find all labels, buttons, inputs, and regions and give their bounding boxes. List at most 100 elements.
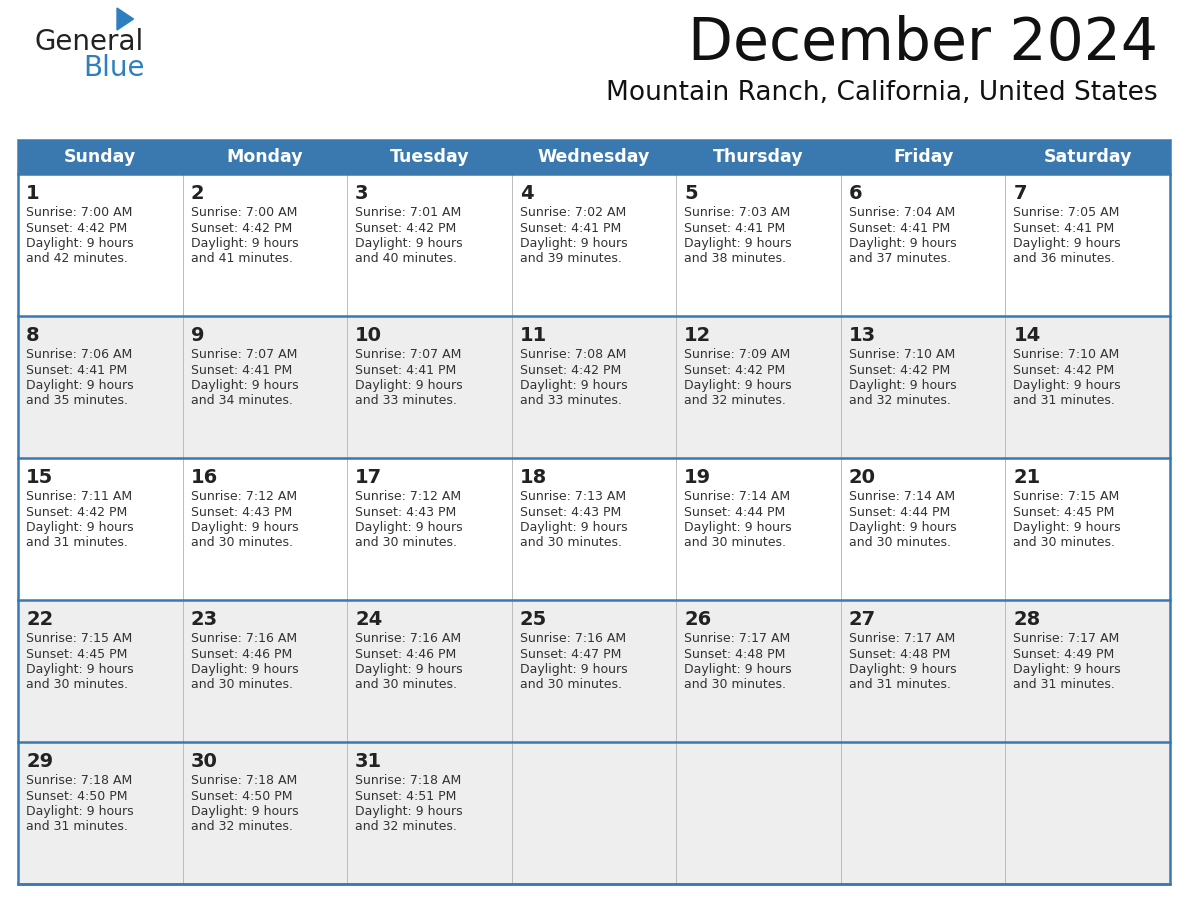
- Text: Daylight: 9 hours: Daylight: 9 hours: [26, 237, 133, 250]
- Text: and 31 minutes.: and 31 minutes.: [1013, 395, 1116, 408]
- Text: Sunrise: 7:01 AM: Sunrise: 7:01 AM: [355, 206, 461, 219]
- Text: and 30 minutes.: and 30 minutes.: [519, 536, 621, 550]
- Text: Daylight: 9 hours: Daylight: 9 hours: [1013, 521, 1121, 534]
- Text: 26: 26: [684, 610, 712, 629]
- Text: and 39 minutes.: and 39 minutes.: [519, 252, 621, 265]
- Text: Sunrise: 7:04 AM: Sunrise: 7:04 AM: [849, 206, 955, 219]
- Text: Sunrise: 7:00 AM: Sunrise: 7:00 AM: [26, 206, 132, 219]
- Bar: [18, 742, 1170, 884]
- Text: Sunset: 4:41 PM: Sunset: 4:41 PM: [519, 221, 621, 234]
- Text: 29: 29: [26, 752, 53, 771]
- Text: 21: 21: [1013, 468, 1041, 487]
- Text: Sunrise: 7:00 AM: Sunrise: 7:00 AM: [190, 206, 297, 219]
- Text: Daylight: 9 hours: Daylight: 9 hours: [519, 663, 627, 676]
- Text: and 37 minutes.: and 37 minutes.: [849, 252, 950, 265]
- Text: Daylight: 9 hours: Daylight: 9 hours: [1013, 663, 1121, 676]
- Text: Sunrise: 7:16 AM: Sunrise: 7:16 AM: [190, 632, 297, 645]
- Bar: [18, 140, 1170, 884]
- Text: and 30 minutes.: and 30 minutes.: [684, 678, 786, 691]
- Text: Sunset: 4:41 PM: Sunset: 4:41 PM: [355, 364, 456, 376]
- Text: 16: 16: [190, 468, 217, 487]
- Text: Sunrise: 7:06 AM: Sunrise: 7:06 AM: [26, 348, 132, 361]
- Text: 20: 20: [849, 468, 876, 487]
- Text: General: General: [34, 28, 144, 56]
- Text: Sunset: 4:41 PM: Sunset: 4:41 PM: [684, 221, 785, 234]
- Text: 22: 22: [26, 610, 53, 629]
- Text: Sunrise: 7:12 AM: Sunrise: 7:12 AM: [190, 490, 297, 503]
- Text: Sunset: 4:45 PM: Sunset: 4:45 PM: [1013, 506, 1114, 519]
- Text: Sunrise: 7:18 AM: Sunrise: 7:18 AM: [355, 774, 461, 787]
- Text: and 40 minutes.: and 40 minutes.: [355, 252, 457, 265]
- Text: Sunrise: 7:17 AM: Sunrise: 7:17 AM: [849, 632, 955, 645]
- Text: Sunrise: 7:15 AM: Sunrise: 7:15 AM: [1013, 490, 1119, 503]
- Text: 14: 14: [1013, 326, 1041, 345]
- Text: 28: 28: [1013, 610, 1041, 629]
- Text: 23: 23: [190, 610, 217, 629]
- Text: Wednesday: Wednesday: [538, 148, 650, 166]
- Text: 24: 24: [355, 610, 383, 629]
- Text: Blue: Blue: [83, 54, 145, 82]
- Text: Daylight: 9 hours: Daylight: 9 hours: [190, 805, 298, 818]
- Text: Sunset: 4:43 PM: Sunset: 4:43 PM: [355, 506, 456, 519]
- Text: Sunrise: 7:14 AM: Sunrise: 7:14 AM: [849, 490, 955, 503]
- Text: Sunset: 4:41 PM: Sunset: 4:41 PM: [26, 364, 127, 376]
- Text: Sunrise: 7:10 AM: Sunrise: 7:10 AM: [849, 348, 955, 361]
- Text: Daylight: 9 hours: Daylight: 9 hours: [684, 237, 792, 250]
- Text: 18: 18: [519, 468, 546, 487]
- Text: Sunset: 4:44 PM: Sunset: 4:44 PM: [684, 506, 785, 519]
- Text: Sunrise: 7:16 AM: Sunrise: 7:16 AM: [355, 632, 461, 645]
- Text: and 35 minutes.: and 35 minutes.: [26, 395, 128, 408]
- Text: Daylight: 9 hours: Daylight: 9 hours: [26, 521, 133, 534]
- Text: Sunrise: 7:16 AM: Sunrise: 7:16 AM: [519, 632, 626, 645]
- Text: Sunset: 4:46 PM: Sunset: 4:46 PM: [355, 647, 456, 660]
- Text: Sunset: 4:41 PM: Sunset: 4:41 PM: [190, 364, 292, 376]
- Text: Daylight: 9 hours: Daylight: 9 hours: [849, 379, 956, 392]
- Text: and 41 minutes.: and 41 minutes.: [190, 252, 292, 265]
- Text: Sunset: 4:41 PM: Sunset: 4:41 PM: [849, 221, 950, 234]
- Text: Sunset: 4:50 PM: Sunset: 4:50 PM: [190, 789, 292, 802]
- Text: Sunset: 4:51 PM: Sunset: 4:51 PM: [355, 789, 456, 802]
- Text: and 38 minutes.: and 38 minutes.: [684, 252, 786, 265]
- Text: and 36 minutes.: and 36 minutes.: [1013, 252, 1116, 265]
- Text: Sunrise: 7:11 AM: Sunrise: 7:11 AM: [26, 490, 132, 503]
- Text: Sunset: 4:42 PM: Sunset: 4:42 PM: [1013, 364, 1114, 376]
- Text: 9: 9: [190, 326, 204, 345]
- Bar: [18, 174, 1170, 316]
- Text: and 30 minutes.: and 30 minutes.: [355, 536, 457, 550]
- Text: and 31 minutes.: and 31 minutes.: [26, 821, 128, 834]
- Text: 15: 15: [26, 468, 53, 487]
- Text: and 32 minutes.: and 32 minutes.: [849, 395, 950, 408]
- Text: 7: 7: [1013, 184, 1026, 203]
- Text: Sunset: 4:50 PM: Sunset: 4:50 PM: [26, 789, 127, 802]
- Text: Daylight: 9 hours: Daylight: 9 hours: [1013, 237, 1121, 250]
- Text: Daylight: 9 hours: Daylight: 9 hours: [26, 805, 133, 818]
- Text: Daylight: 9 hours: Daylight: 9 hours: [355, 237, 463, 250]
- Text: Sunrise: 7:18 AM: Sunrise: 7:18 AM: [190, 774, 297, 787]
- Text: Sunrise: 7:12 AM: Sunrise: 7:12 AM: [355, 490, 461, 503]
- Text: Sunset: 4:48 PM: Sunset: 4:48 PM: [849, 647, 950, 660]
- Text: and 30 minutes.: and 30 minutes.: [190, 536, 292, 550]
- Text: 2: 2: [190, 184, 204, 203]
- Text: Sunset: 4:42 PM: Sunset: 4:42 PM: [26, 221, 127, 234]
- Text: and 31 minutes.: and 31 minutes.: [1013, 678, 1116, 691]
- Text: Daylight: 9 hours: Daylight: 9 hours: [849, 521, 956, 534]
- Text: 3: 3: [355, 184, 368, 203]
- Text: and 32 minutes.: and 32 minutes.: [684, 395, 786, 408]
- Text: Sunrise: 7:05 AM: Sunrise: 7:05 AM: [1013, 206, 1120, 219]
- Text: Sunset: 4:42 PM: Sunset: 4:42 PM: [519, 364, 621, 376]
- Text: 25: 25: [519, 610, 546, 629]
- Text: Sunrise: 7:10 AM: Sunrise: 7:10 AM: [1013, 348, 1119, 361]
- Text: 13: 13: [849, 326, 876, 345]
- Text: and 31 minutes.: and 31 minutes.: [26, 536, 128, 550]
- Text: Daylight: 9 hours: Daylight: 9 hours: [519, 237, 627, 250]
- Text: Daylight: 9 hours: Daylight: 9 hours: [684, 521, 792, 534]
- Text: Sunset: 4:46 PM: Sunset: 4:46 PM: [190, 647, 292, 660]
- Text: 31: 31: [355, 752, 383, 771]
- Text: Sunset: 4:49 PM: Sunset: 4:49 PM: [1013, 647, 1114, 660]
- Text: 30: 30: [190, 752, 217, 771]
- Text: 11: 11: [519, 326, 546, 345]
- Text: Sunset: 4:44 PM: Sunset: 4:44 PM: [849, 506, 950, 519]
- Text: Sunset: 4:48 PM: Sunset: 4:48 PM: [684, 647, 785, 660]
- Text: 12: 12: [684, 326, 712, 345]
- Text: Sunset: 4:41 PM: Sunset: 4:41 PM: [1013, 221, 1114, 234]
